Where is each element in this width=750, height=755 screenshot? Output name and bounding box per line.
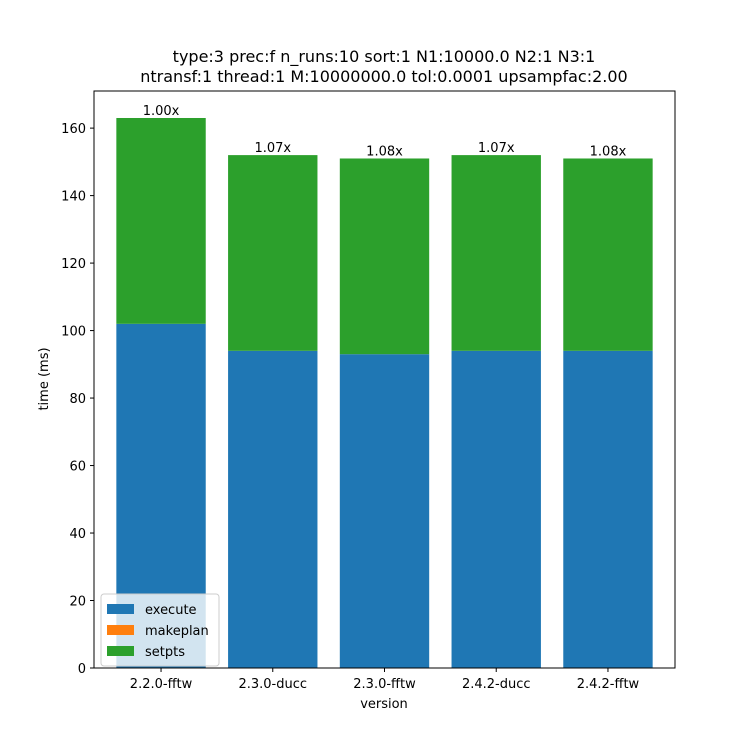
x-tick-label-3: 2.4.2-ducc <box>462 677 531 692</box>
bar-setpts-4 <box>563 158 653 351</box>
x-tick-label-1: 2.3.0-ducc <box>238 677 307 692</box>
plot-frame <box>93 90 676 669</box>
y-tick-label-2: 40 <box>69 527 86 542</box>
x-tick-label-2: 2.3.0-fftw <box>353 677 416 692</box>
bar-setpts-0 <box>116 117 206 324</box>
legend-label-makeplan: makeplan <box>145 624 209 639</box>
bar-setpts-2 <box>339 158 430 355</box>
bars-layer <box>116 117 653 668</box>
legend-label-execute: execute <box>145 603 197 618</box>
y-axis-label: time (ms) <box>37 347 52 410</box>
bar-label-3: 1.07x <box>478 141 515 156</box>
x-tick-label-4: 2.4.2-fftw <box>577 677 640 692</box>
y-tick-label-6: 120 <box>61 257 86 272</box>
x-axis: 2.2.0-fftw 2.3.0-ducc 2.3.0-fftw 2.4.2-ducc… <box>130 668 640 692</box>
bar-execute-4 <box>563 350 653 668</box>
y-tick-label-5: 100 <box>61 325 86 340</box>
bar-labels-layer: 1.00x 1.07x 1.08x 1.07x 1.08x <box>143 104 627 159</box>
bar-execute-2 <box>339 354 430 668</box>
y-tick-label-4: 80 <box>69 392 86 407</box>
bar-execute-1 <box>228 350 318 668</box>
chart-title-line-2: ntransf:1 thread:1 M:10000000.0 tol:0.00… <box>140 67 627 86</box>
x-axis-label: version <box>360 697 408 712</box>
chart-title-line-1: type:3 prec:f n_runs:10 sort:1 N1:10000.… <box>173 47 596 67</box>
y-tick-label-3: 60 <box>69 460 86 475</box>
legend-swatch-execute <box>107 604 134 614</box>
bar-label-4: 1.08x <box>590 144 627 159</box>
legend-swatch-makeplan <box>107 625 134 635</box>
bar-execute-3 <box>451 350 541 668</box>
y-tick-label-0: 0 <box>78 662 86 677</box>
y-tick-label-1: 20 <box>69 595 86 610</box>
bar-setpts-1 <box>228 155 318 351</box>
bar-setpts-3 <box>451 155 541 351</box>
bar-label-0: 1.00x <box>143 104 180 119</box>
y-tick-label-7: 140 <box>61 190 86 205</box>
bar-label-1: 1.07x <box>254 141 291 156</box>
legend-swatch-setpts <box>107 646 134 656</box>
legend: execute makeplan setpts <box>100 593 220 667</box>
x-tick-label-0: 2.2.0-fftw <box>130 677 193 692</box>
y-tick-label-8: 160 <box>61 122 86 137</box>
y-axis: 0 20 40 60 80 100 120 140 160 <box>61 122 94 677</box>
bar-label-2: 1.08x <box>366 144 403 159</box>
legend-label-setpts: setpts <box>145 645 185 660</box>
